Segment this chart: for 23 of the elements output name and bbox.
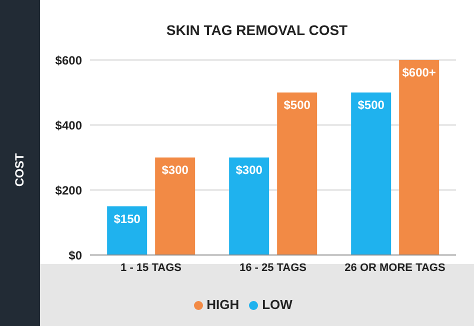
legend-label: LOW — [262, 297, 292, 312]
bar — [351, 92, 392, 255]
chart-title: SKIN TAG REMOVAL COST — [165, 22, 349, 38]
bar — [229, 158, 270, 255]
y-axis-title: COST — [13, 153, 27, 187]
legend-label: HIGH — [206, 297, 240, 312]
bar — [155, 158, 196, 255]
x-tick-label: 26 OR MORE TAGS — [344, 262, 446, 274]
data-label: $500 — [284, 98, 311, 112]
bar — [399, 60, 440, 255]
x-tick-label: 1 - 15 TAGS — [120, 262, 182, 274]
data-label: $600+ — [402, 66, 436, 80]
y-tick-label: $0 — [68, 248, 82, 262]
data-label: $150 — [114, 212, 141, 226]
data-label: $500 — [358, 98, 385, 112]
data-label: $300 — [162, 163, 189, 178]
y-tick-label: $600 — [55, 53, 82, 68]
bar — [107, 206, 148, 255]
data-label: $300 — [236, 163, 263, 178]
y-tick-label: $200 — [55, 183, 82, 198]
x-tick-label: 16 - 25 TAGS — [239, 262, 307, 274]
bar — [277, 92, 318, 255]
y-tick-label: $400 — [55, 118, 82, 132]
